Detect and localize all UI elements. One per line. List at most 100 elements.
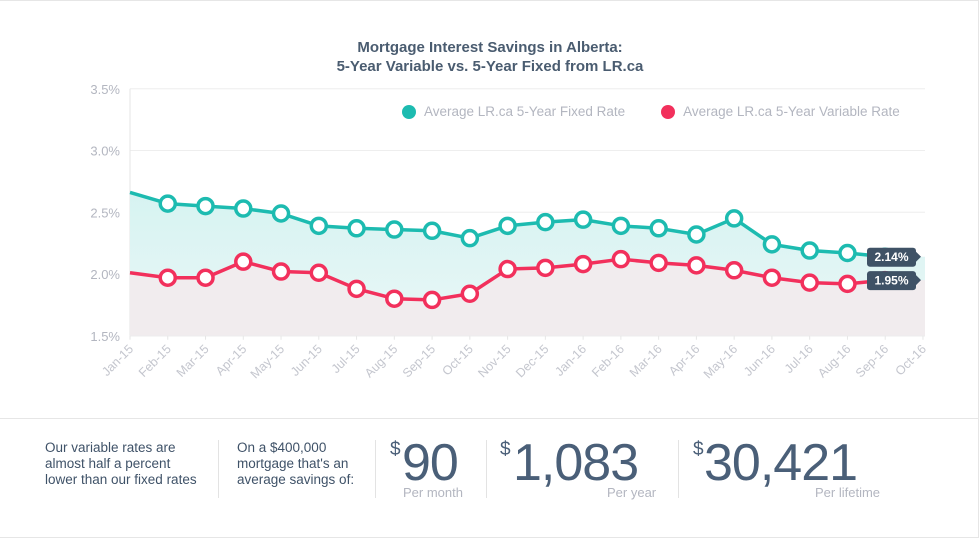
currency-symbol: $ (390, 439, 401, 460)
legend-label-fixed: Average LR.ca 5-Year Fixed Rate (424, 104, 626, 119)
fixed-rate-point[interactable] (196, 196, 215, 216)
variable-rate-point[interactable] (196, 268, 215, 287)
monthly-savings-value: 90 (402, 434, 459, 492)
chart-legend: Average LR.ca 5-Year Fixed Rate Average … (402, 104, 936, 119)
fixed-rate-point[interactable] (498, 216, 517, 236)
x-tick-label: Mar-16 (627, 342, 665, 380)
variable-rate-point[interactable] (498, 259, 517, 279)
fixed-rate-point[interactable] (234, 199, 253, 218)
chart-title-line1: Mortgage Interest Savings in Alberta: (357, 39, 623, 56)
legend-item-fixed[interactable]: Average LR.ca 5-Year Fixed Rate (402, 104, 625, 119)
y-tick-label: 2.0% (90, 267, 120, 282)
variable-rate-point[interactable] (385, 289, 404, 308)
variable-rate-point[interactable] (649, 253, 668, 273)
x-tick-label: Jun-16 (741, 342, 778, 379)
x-tick-label: Sep-15 (400, 342, 438, 380)
x-tick-label: Oct-15 (440, 342, 476, 378)
stats-separator (218, 440, 219, 498)
blurb2-line3: average savings of: (237, 472, 355, 487)
blurb1-line3: lower than our fixed rates (45, 472, 197, 487)
stats-separator (486, 440, 487, 498)
variable-rate-value-badge: 1.95% (867, 271, 921, 291)
x-tick-label: Dec-15 (513, 342, 551, 380)
x-tick-label: Aug-15 (362, 342, 400, 380)
lifetime-savings-value: 30,421 (704, 434, 858, 492)
x-tick-label: Apr-16 (666, 342, 702, 378)
stats-separator (678, 440, 679, 498)
x-tick-label: May-15 (248, 342, 287, 381)
blurb1-line2: almost half a percent (45, 456, 171, 471)
x-tick-label: Apr-15 (213, 342, 249, 378)
legend-label-variable: Average LR.ca 5-Year Variable Rate (683, 104, 900, 119)
x-tick-label: Aug-16 (815, 342, 853, 380)
line-chart: 3.5%3.0%2.5%2.0%1.5%Jan-15 Feb-15 Mar-15 Ap… (90, 82, 929, 382)
y-tick-label: 1.5% (90, 329, 120, 344)
variable-rate-point[interactable] (838, 274, 857, 294)
variable-rate-point[interactable] (536, 258, 555, 278)
x-tick-label: May-16 (701, 342, 740, 381)
fixed-rate-point[interactable] (573, 210, 593, 229)
chart-title: Mortgage Interest Savings in Alberta: 5-… (0, 38, 980, 76)
fixed-rate-point[interactable] (422, 221, 442, 241)
x-tick-label: Oct-16 (893, 342, 929, 378)
svg-text:2.14%: 2.14% (874, 250, 908, 264)
x-tick-label: Jan-16 (552, 342, 589, 379)
fixed-rate-point[interactable] (347, 219, 366, 238)
x-tick-label: Jul-15 (329, 342, 363, 376)
yearly-savings-value: 1,083 (513, 434, 639, 492)
fixed-rate-point[interactable] (536, 212, 555, 232)
fixed-rate-point[interactable] (800, 241, 819, 260)
fixed-rate-point[interactable] (309, 216, 329, 236)
legend-item-variable[interactable]: Average LR.ca 5-Year Variable Rate (661, 104, 900, 119)
x-tick-label: Jul-16 (782, 342, 816, 376)
yearly-savings-label: Per year (607, 485, 657, 500)
stats-separator (375, 440, 376, 498)
fixed-rate-point[interactable] (460, 228, 480, 248)
fixed-rate-point[interactable] (158, 194, 178, 213)
fixed-rate-point[interactable] (649, 219, 668, 238)
savings-blurb: On a $400,000 mortgage that's an average… (237, 440, 354, 488)
variable-rate-point[interactable] (271, 262, 291, 281)
y-tick-label: 2.5% (90, 205, 120, 220)
fixed-rate-point[interactable] (611, 216, 631, 236)
variable-rate-point[interactable] (611, 249, 631, 269)
variable-rate-point[interactable] (347, 279, 366, 299)
x-tick-label: Sep-16 (853, 342, 891, 380)
fixed-rate-point[interactable] (385, 220, 404, 239)
x-tick-label: Feb-15 (136, 342, 174, 380)
monthly-savings-label: Per month (403, 485, 463, 500)
variable-rate-point[interactable] (762, 268, 782, 287)
legend-dot-fixed-icon (402, 104, 416, 119)
variable-rate-point[interactable] (724, 261, 744, 280)
fixed-rate-point[interactable] (271, 204, 291, 223)
x-tick-label: Feb-16 (589, 342, 627, 380)
variable-rate-point[interactable] (309, 263, 329, 283)
y-tick-label: 3.0% (90, 144, 120, 159)
variable-rate-point[interactable] (234, 252, 253, 271)
blurb2-line1: On a $400,000 (237, 440, 327, 455)
variable-rate-point[interactable] (158, 268, 178, 287)
variable-rate-point[interactable] (460, 284, 480, 304)
variable-rate-blurb: Our variable rates are almost half a per… (45, 440, 197, 488)
fixed-rate-point[interactable] (838, 243, 857, 263)
x-tick-label: Mar-15 (174, 342, 212, 380)
lifetime-savings-label: Per lifetime (815, 485, 881, 500)
x-tick-label: Nov-15 (475, 342, 513, 380)
svg-text:1.95%: 1.95% (874, 274, 908, 288)
variable-rate-point[interactable] (800, 273, 819, 292)
section-divider (0, 418, 979, 419)
x-tick-label: Jan-15 (99, 342, 136, 379)
variable-rate-point[interactable] (422, 290, 442, 310)
blurb2-line2: mortgage that's an (237, 456, 349, 471)
blurb1-line1: Our variable rates are (45, 440, 176, 455)
currency-symbol: $ (500, 439, 511, 460)
variable-rate-point[interactable] (687, 256, 706, 275)
x-tick-label: Jun-15 (288, 342, 325, 379)
fixed-rate-point[interactable] (724, 209, 744, 228)
chart-title-line2: 5-Year Variable vs. 5-Year Fixed from LR… (336, 58, 644, 75)
legend-dot-variable-icon (661, 104, 676, 119)
fixed-rate-point[interactable] (687, 225, 706, 244)
fixed-rate-point[interactable] (762, 235, 782, 254)
variable-rate-point[interactable] (573, 254, 593, 274)
